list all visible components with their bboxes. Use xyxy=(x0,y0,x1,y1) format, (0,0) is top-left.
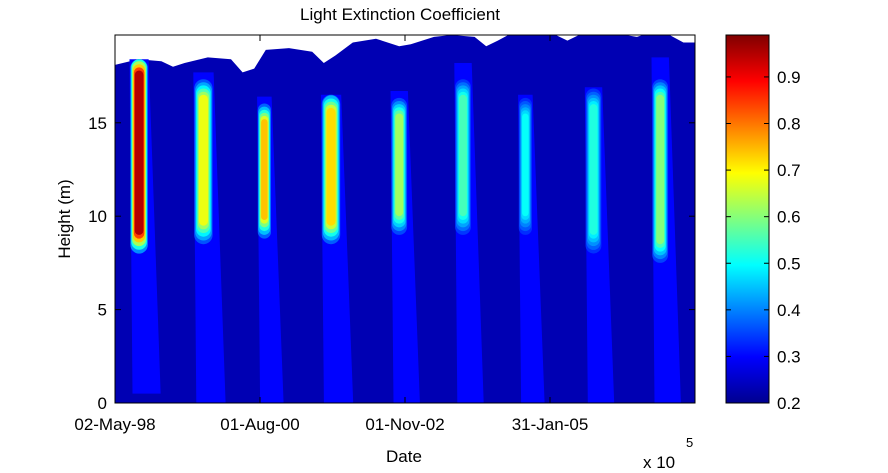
colorbar-tick-label: 0.5 xyxy=(777,254,801,273)
colorbar-tick-label: 0.4 xyxy=(777,301,801,320)
y-axis: 0 5 10 15 xyxy=(88,114,695,413)
y-axis-label: Height (m) xyxy=(55,179,74,258)
x-axis: 02-May-98 01-Aug-00 01-Nov-02 31-Jan-05 xyxy=(74,35,588,434)
event-core-band xyxy=(395,113,404,217)
seasonal-event-4 xyxy=(320,94,354,403)
x-tick-label: 01-Nov-02 xyxy=(365,415,444,434)
y-tick-label: 0 xyxy=(98,394,107,413)
x-exponent-power: 5 xyxy=(686,435,693,450)
event-core-band xyxy=(589,104,598,235)
seasonal-event-5 xyxy=(390,91,420,403)
colorbar-tick-label: 0.3 xyxy=(777,347,801,366)
event-core-band xyxy=(656,94,665,245)
seasonal-event-6 xyxy=(454,63,484,403)
colorbar-tick-label: 0.9 xyxy=(777,68,801,87)
heatmap xyxy=(115,35,695,403)
event-core-band xyxy=(326,107,336,226)
y-tick-label: 5 xyxy=(98,301,107,320)
seasonal-event-9 xyxy=(651,57,681,403)
colorbar xyxy=(725,34,770,404)
y-tick-label: 10 xyxy=(88,207,107,226)
x-tick-label: 01-Aug-00 xyxy=(220,415,299,434)
event-core-band xyxy=(134,70,144,235)
seasonal-event-7 xyxy=(518,94,545,403)
event-core-band xyxy=(198,94,208,226)
x-tick-label: 31-Jan-05 xyxy=(512,415,589,434)
colorbar-tick-label: 0.7 xyxy=(777,161,801,180)
event-core-band xyxy=(261,119,268,220)
seasonal-event-1 xyxy=(129,59,161,394)
seasonal-event-2 xyxy=(193,72,226,403)
chart-title: Light Extinction Coefficient xyxy=(300,5,500,24)
x-axis-label: Date xyxy=(386,447,422,466)
colorbar-tick-label: 0.2 xyxy=(777,394,801,413)
seasonal-event-8 xyxy=(584,87,615,403)
colorbar-tick-label: 0.8 xyxy=(777,115,801,134)
seasonal-event-3 xyxy=(257,96,284,403)
event-core-band xyxy=(522,113,529,217)
colorbar-axis: 0.2 0.3 0.4 0.5 0.6 0.7 0.8 0.9 xyxy=(726,68,801,413)
x-exponent-label: x 10 xyxy=(643,453,675,472)
colorbar-tick-label: 0.6 xyxy=(777,208,801,227)
x-exponent-base: x 10 xyxy=(643,453,675,472)
y-tick-label: 15 xyxy=(88,114,107,133)
event-core-band xyxy=(459,94,467,217)
x-tick-label: 02-May-98 xyxy=(74,415,155,434)
